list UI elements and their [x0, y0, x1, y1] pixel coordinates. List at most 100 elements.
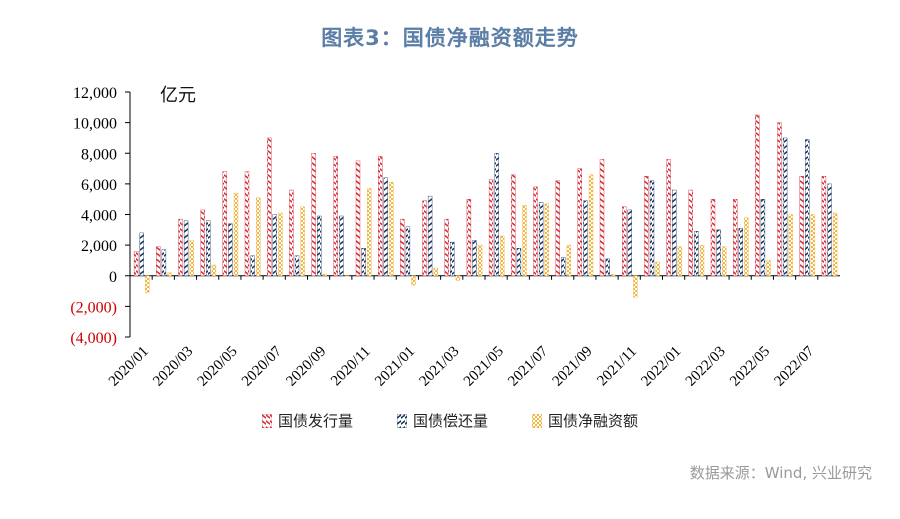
bar-net-financing — [167, 272, 172, 277]
bar-redemption — [206, 220, 211, 276]
bar-issuance — [577, 168, 582, 277]
legend-item-redemption: 国债偿还量 — [396, 410, 488, 431]
bar-redemption — [672, 189, 677, 277]
bar-issuance — [311, 153, 316, 277]
bar-issuance — [821, 175, 827, 276]
y-tick-label: 8,000 — [81, 146, 117, 163]
bar-net-financing — [500, 235, 505, 276]
bar-net-financing — [633, 275, 638, 298]
bar-issuance — [156, 246, 161, 276]
bar-issuance — [267, 137, 272, 276]
bar-net-financing — [788, 214, 793, 276]
bar-issuance — [533, 186, 538, 276]
bar-issuance — [355, 160, 361, 276]
bar-issuance — [378, 156, 383, 276]
legend-item-net-financing: 国债净融资额 — [532, 410, 638, 431]
bar-redemption — [738, 228, 743, 277]
bar-redemption — [250, 255, 255, 276]
bar-net-financing — [300, 206, 305, 276]
y-unit-label: 亿元 — [160, 85, 196, 106]
legend-swatch-redemption — [396, 413, 407, 428]
bar-redemption — [605, 258, 610, 276]
bar-redemption — [716, 229, 721, 276]
bar-net-financing — [211, 264, 217, 276]
bar-redemption — [317, 215, 322, 276]
chart-title: 图表3：国债净融资额走势 — [321, 26, 579, 50]
bars-layer — [133, 114, 838, 298]
bar-redemption — [805, 139, 810, 277]
bar-redemption — [183, 220, 189, 276]
bar-net-financing — [744, 217, 749, 277]
bar-issuance — [755, 114, 760, 277]
bar-issuance — [666, 159, 671, 276]
bar-issuance — [289, 189, 294, 277]
y-tick-label: 2,000 — [81, 238, 117, 255]
bar-issuance — [200, 209, 205, 276]
bar-net-financing — [832, 212, 838, 276]
source-note: 数据来源：Wind, 兴业研究 — [689, 464, 872, 482]
x-tick-label: 2022/03 — [683, 344, 729, 390]
bar-redemption — [139, 232, 144, 276]
bar-issuance — [688, 189, 693, 277]
bar-issuance — [622, 206, 627, 276]
x-tick-label: 2021/03 — [416, 344, 462, 390]
bar-redemption — [427, 195, 433, 276]
x-tick-label: 2022/01 — [638, 344, 684, 390]
bar-net-financing — [256, 197, 261, 276]
bar-redemption — [538, 202, 544, 277]
bar-issuance — [466, 198, 472, 276]
x-tick-label: 2020/11 — [328, 344, 374, 390]
bar-redemption — [782, 137, 788, 276]
bar-net-financing — [344, 275, 350, 277]
legend-swatch-net-financing — [532, 413, 542, 428]
bar-net-financing — [189, 240, 194, 276]
x-tick-label: 2020/01 — [106, 344, 152, 390]
y-tick-label: 6,000 — [81, 177, 117, 194]
bar-issuance — [422, 200, 427, 276]
bar-redemption — [361, 247, 366, 276]
bar-net-financing — [722, 246, 727, 276]
bar-redemption — [228, 223, 233, 276]
bar-net-financing — [810, 214, 816, 276]
bar-issuance — [710, 198, 716, 276]
bar-net-financing — [655, 261, 660, 277]
legend-item-issuance: 国债发行量 — [261, 410, 353, 431]
bar-redemption — [494, 153, 499, 277]
legend-swatch-issuance — [261, 413, 272, 428]
bar-redemption — [583, 200, 588, 276]
bar-issuance — [244, 171, 250, 276]
x-tick-label: 2020/09 — [283, 344, 329, 390]
y-tick-label: (4,000) — [70, 330, 117, 347]
bar-redemption — [472, 240, 477, 276]
y-tick-label: (2,000) — [70, 299, 117, 316]
bar-issuance — [733, 198, 738, 276]
legend-label-net-financing: 国债净融资额 — [548, 412, 639, 430]
x-tick-label: 2022/05 — [727, 344, 773, 390]
bar-net-financing — [544, 203, 549, 277]
bar-net-financing — [411, 275, 416, 286]
bar-issuance — [222, 171, 228, 276]
y-tick-label: 4,000 — [81, 208, 117, 225]
x-tick-label: 2021/05 — [461, 344, 507, 390]
bar-net-financing — [233, 192, 239, 277]
bar-net-financing — [455, 275, 461, 281]
bar-redemption — [694, 231, 699, 276]
legend-label-redemption: 国债偿还量 — [412, 412, 488, 430]
bar-redemption — [294, 255, 300, 276]
y-tick-label: 12,000 — [73, 85, 117, 102]
bar-net-financing — [145, 275, 150, 293]
bar-net-financing — [367, 188, 372, 277]
bar-redemption — [561, 257, 566, 276]
bar-redemption — [405, 226, 411, 277]
x-tick-label: 2021/09 — [550, 344, 596, 390]
bar-issuance — [644, 175, 649, 276]
bar-net-financing — [677, 246, 682, 276]
legend-label-issuance: 国债发行量 — [277, 412, 353, 430]
bar-net-financing — [588, 174, 594, 276]
bar-redemption — [827, 183, 832, 276]
x-tick-label: 2020/03 — [150, 344, 196, 390]
bar-net-financing — [566, 244, 572, 276]
bar-redemption — [627, 209, 632, 276]
x-tick-label: 2021/11 — [594, 344, 640, 390]
